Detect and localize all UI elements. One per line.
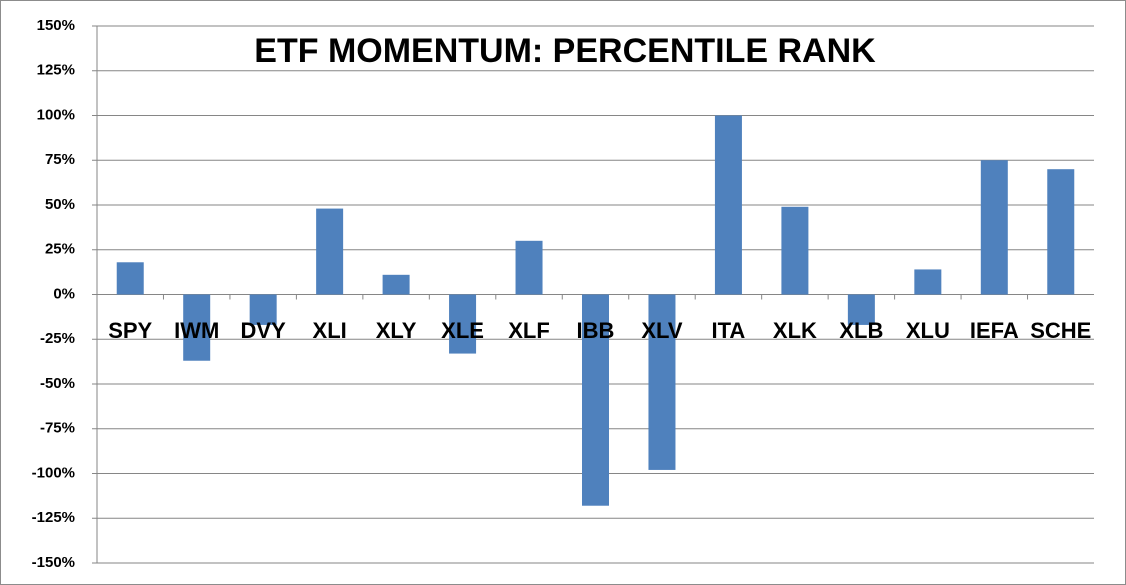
x-tick-label: XLB (839, 318, 883, 343)
bar (980, 160, 1008, 295)
bar (116, 262, 144, 295)
bar (382, 274, 410, 295)
x-tick-label: SCHE (1030, 318, 1091, 343)
y-tick-label: 0% (53, 285, 75, 302)
bar (515, 240, 543, 295)
y-tick-label: 50% (45, 196, 75, 213)
y-tick-label: -25% (40, 330, 75, 347)
x-tick-label: SPY (108, 318, 152, 343)
bar (249, 294, 277, 325)
bar (582, 294, 609, 506)
y-tick-label: 100% (37, 106, 75, 123)
x-tick-label: XLE (441, 318, 484, 343)
bar (847, 294, 875, 325)
bar (914, 269, 942, 295)
y-tick-label: -75% (40, 420, 75, 437)
x-tick-label: XLY (376, 318, 417, 343)
bar (781, 206, 809, 295)
y-tick-label: -50% (40, 375, 75, 392)
x-tick-label: DVY (241, 318, 287, 343)
bar (1047, 169, 1075, 295)
chart-title: ETF MOMENTUM: PERCENTILE RANK (254, 32, 876, 70)
bar (714, 115, 742, 295)
x-tick-label: XLI (313, 318, 347, 343)
bar (316, 208, 344, 295)
y-tick-label: 125% (37, 62, 75, 79)
x-tick-label: XLK (773, 318, 817, 343)
bar (449, 294, 477, 354)
x-tick-label: XLF (508, 318, 550, 343)
y-tick-label: -150% (32, 554, 75, 571)
y-tick-label: 150% (37, 17, 75, 34)
x-tick-label: IBB (577, 318, 615, 343)
x-tick-label: ITA (712, 318, 746, 343)
x-tick-label: XLU (906, 318, 950, 343)
bar (183, 294, 211, 361)
x-tick-label: XLV (641, 318, 682, 343)
y-tick-label: 25% (45, 241, 75, 258)
y-tick-label: -100% (32, 464, 75, 481)
x-tick-label: IWM (174, 318, 219, 343)
y-tick-label: -125% (32, 509, 75, 526)
x-tick-label: IEFA (970, 318, 1019, 343)
y-tick-label: 75% (45, 151, 75, 168)
bar (648, 294, 676, 470)
